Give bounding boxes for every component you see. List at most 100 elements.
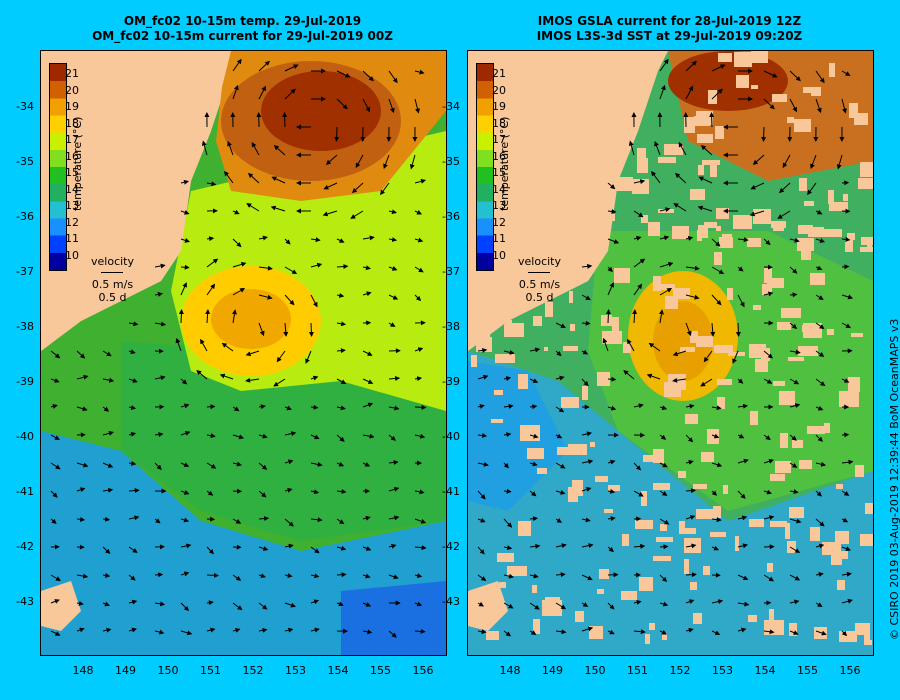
cloud-gap xyxy=(649,623,655,630)
cloud-gap xyxy=(723,485,728,494)
lat-tick-label: -34 xyxy=(16,100,34,113)
current-vector xyxy=(284,543,294,549)
lon-tick-label: 153 xyxy=(712,664,733,677)
current-vector xyxy=(102,546,111,554)
cloud-gap xyxy=(803,323,822,338)
lon-tick-label: 153 xyxy=(285,664,306,677)
current-vector xyxy=(782,154,791,169)
current-vector xyxy=(672,350,687,357)
current-vector xyxy=(388,630,397,638)
cloud-gap xyxy=(597,589,604,594)
current-vector xyxy=(700,145,713,156)
current-vector xyxy=(752,154,765,165)
current-vector xyxy=(632,309,638,324)
cloud-gap xyxy=(653,483,670,490)
current-vector xyxy=(763,238,771,246)
colorbar-tick: 13 xyxy=(492,199,506,212)
current-vector xyxy=(581,320,591,326)
current-vector xyxy=(815,490,822,497)
velocity-arrow-icon xyxy=(518,268,561,278)
current-vector xyxy=(581,602,589,607)
colorbar-tick: 12 xyxy=(65,215,79,229)
current-vector xyxy=(355,154,364,169)
current-vector xyxy=(659,405,668,411)
current-vector xyxy=(350,210,364,219)
current-vector xyxy=(841,378,850,383)
cloud-gap xyxy=(798,225,813,234)
cloud-gap xyxy=(561,397,579,408)
current-vector xyxy=(102,430,114,436)
cloud-gap xyxy=(495,354,515,363)
copyright-text: © CSIRO 2019 03-Aug-2019 12:39:44 BoM Oc… xyxy=(888,318,900,640)
current-vector xyxy=(284,518,294,527)
current-vector xyxy=(685,322,692,337)
current-vector xyxy=(50,490,58,498)
right-colorbar xyxy=(476,63,494,271)
cloud-gap xyxy=(568,444,587,455)
right-map[interactable]: 21 20 19 18 17 16 15 14 13 12 11 10 temperature (°C… xyxy=(467,50,874,656)
current-vector xyxy=(227,140,234,156)
left-map[interactable]: 21 20 19 18 17 16 15 14 13 12 11 10 temperature (°C… xyxy=(40,50,447,656)
current-vector xyxy=(711,405,722,411)
cloud-gap xyxy=(672,226,689,239)
current-vector xyxy=(503,545,513,551)
left-title-line1: OM_fc02 10-15m temp. 29-Jul-2019 xyxy=(123,14,362,28)
current-vector xyxy=(334,126,340,142)
current-vector xyxy=(659,518,670,525)
current-vector xyxy=(351,182,364,194)
current-vector xyxy=(654,140,661,156)
cloud-gap xyxy=(788,357,804,361)
cloud-gap xyxy=(794,119,811,132)
current-vector xyxy=(602,337,609,352)
cloud-gap xyxy=(684,117,695,133)
current-vector xyxy=(284,459,294,465)
lat-tick-label: -40 xyxy=(16,430,34,443)
cloud-gap xyxy=(507,566,527,576)
cloud-gap xyxy=(696,336,713,347)
current-vector xyxy=(102,377,115,383)
cloud-gap xyxy=(749,344,766,358)
current-vector xyxy=(529,347,541,353)
cloud-gap xyxy=(685,528,696,534)
cloud-gap xyxy=(701,452,714,462)
current-vector xyxy=(388,322,396,327)
current-vector xyxy=(529,630,537,635)
current-vector xyxy=(206,600,214,606)
cloud-gap xyxy=(736,75,749,88)
current-vector xyxy=(685,488,696,494)
right-current-vectors xyxy=(477,58,854,637)
current-vector xyxy=(128,546,138,553)
cloud-gap xyxy=(533,316,542,326)
right-title-line2: IMOS L3S-3d SST at 29-Jul-2019 09:20Z xyxy=(536,29,803,43)
current-vector xyxy=(737,458,749,464)
current-vector xyxy=(362,350,373,356)
current-vector xyxy=(414,545,427,551)
cloud-gap xyxy=(497,553,514,562)
cloud-gap xyxy=(614,268,630,283)
cloud-gap xyxy=(690,331,698,343)
colorbar-tick: 12 xyxy=(492,215,506,229)
current-vector xyxy=(336,378,347,384)
current-vector xyxy=(414,404,427,410)
velocity-speed: 0.5 m/s xyxy=(518,278,561,291)
current-vector xyxy=(529,378,539,383)
current-vector xyxy=(128,321,139,327)
current-vector xyxy=(310,461,323,467)
cloud-gap xyxy=(597,372,610,386)
current-vector xyxy=(841,598,853,604)
cloud-gap xyxy=(563,346,578,351)
cloud-gap xyxy=(678,471,686,478)
current-vector xyxy=(698,176,713,184)
current-vector xyxy=(815,571,824,577)
current-vector xyxy=(310,627,320,633)
current-vector xyxy=(221,342,234,352)
right-colorbar-title: temperature (°C) xyxy=(498,116,511,211)
current-vector xyxy=(310,262,323,268)
right-land xyxy=(468,51,658,351)
current-vector xyxy=(336,434,345,442)
colorbar-tick: 21 xyxy=(492,67,506,80)
current-vector xyxy=(180,179,189,185)
current-vector xyxy=(232,602,243,611)
current-vector xyxy=(284,573,293,578)
current-vector xyxy=(362,235,375,241)
